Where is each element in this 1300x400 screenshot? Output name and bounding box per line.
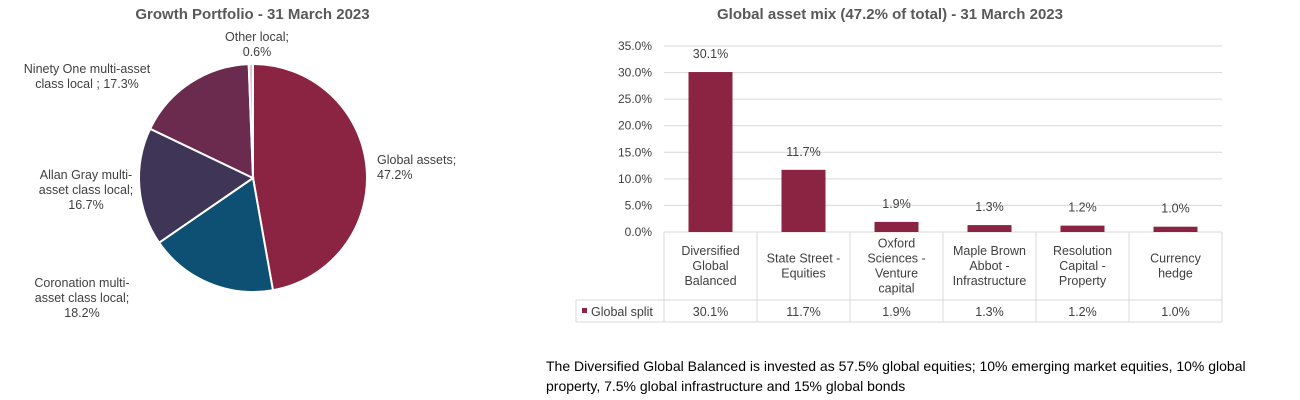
pie-chart-title: Growth Portfolio - 31 March 2023: [135, 6, 370, 23]
y-tick-label: 5.0%: [625, 198, 653, 212]
bar-data-label: 30.1%: [693, 47, 728, 61]
y-tick-label: 35.0%: [618, 39, 652, 53]
bar: [781, 169, 826, 232]
pie-label: Coronation multi-asset class local; 18.2%: [34, 276, 129, 320]
bar-data-label: 1.0%: [1161, 202, 1190, 216]
y-tick-label: 15.0%: [618, 145, 652, 159]
category-label: Currency hedge: [1150, 252, 1201, 281]
bar-data-label: 1.3%: [975, 200, 1004, 214]
table-value: 1.9%: [882, 305, 911, 319]
bar: [1153, 226, 1198, 232]
category-label: Diversified Global Balanced: [681, 244, 739, 288]
bar-data-label: 1.9%: [882, 197, 911, 211]
pie-slice: [157, 176, 275, 293]
y-tick-label: 25.0%: [618, 92, 652, 106]
table-value: 11.7%: [786, 305, 821, 319]
pie-slice: [252, 62, 368, 292]
y-tick-label: 20.0%: [618, 119, 652, 133]
pie-label: Allan Gray multi-asset class local; 16.7%: [39, 168, 133, 212]
y-tick-label: 0.0%: [625, 225, 653, 239]
pie-slice: [247, 62, 254, 179]
bar: [1060, 225, 1105, 232]
table-value: 30.1%: [693, 305, 728, 319]
bar-data-label: 11.7%: [786, 145, 821, 159]
y-tick-label: 30.0%: [618, 66, 652, 80]
category-label: Resolution Capital -Property: [1053, 244, 1112, 288]
pie-label: Other local; 0.6%: [225, 30, 289, 59]
y-tick-label: 10.0%: [618, 172, 652, 186]
table-value: 1.0%: [1161, 305, 1190, 319]
category-label: State Street -Equities: [767, 252, 841, 281]
pie-slice: [138, 127, 255, 245]
footnote: The Diversified Global Balanced is inves…: [546, 358, 1246, 394]
pie-label: Ninety One multi-asset class local ; 17.3…: [24, 62, 151, 91]
bar: [967, 225, 1012, 232]
legend-label: Global split: [591, 305, 653, 319]
table-value: 1.2%: [1068, 305, 1097, 319]
category-label: Maple Brown Abbot -Infrastructure: [953, 244, 1027, 288]
pie-slice: [148, 63, 255, 180]
legend-key: [582, 308, 587, 313]
bar: [688, 72, 733, 232]
pie-label: Global assets; 47.2%: [377, 153, 456, 182]
bar: [874, 221, 919, 232]
category-label: Oxford Sciences -Venture capital: [867, 237, 925, 296]
bar-chart-title: Global asset mix (47.2% of total) - 31 M…: [717, 6, 1063, 23]
bar-data-label: 1.2%: [1068, 201, 1097, 215]
table-value: 1.3%: [975, 305, 1004, 319]
